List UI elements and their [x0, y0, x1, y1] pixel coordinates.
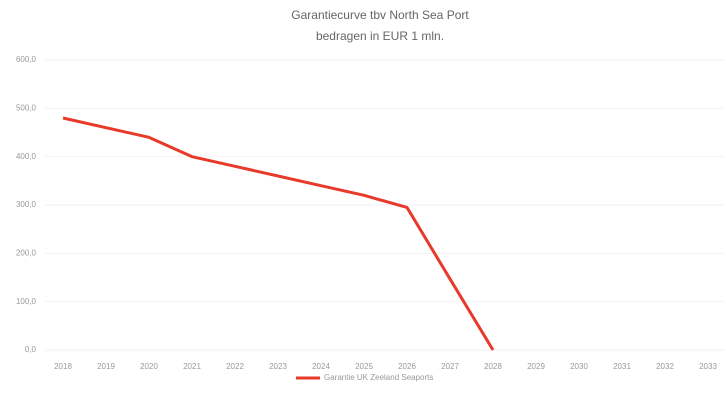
- y-tick-label: 600,0: [16, 55, 37, 64]
- x-tick-label: 2031: [613, 362, 631, 371]
- x-tick-label: 2033: [699, 362, 717, 371]
- y-tick-label: 100,0: [16, 297, 37, 306]
- legend-label: Garantie UK Zeeland Seaports: [324, 373, 433, 382]
- x-tick-label: 2032: [656, 362, 674, 371]
- x-tick-label: 2021: [183, 362, 201, 371]
- y-tick-label: 400,0: [16, 152, 37, 161]
- x-tick-label: 2023: [269, 362, 287, 371]
- x-tick-label: 2026: [398, 362, 416, 371]
- x-tick-label: 2030: [570, 362, 588, 371]
- chart-subtitle: bedragen in EUR 1 mln.: [316, 29, 444, 43]
- x-tick-label: 2020: [140, 362, 158, 371]
- x-tick-label: 2029: [527, 362, 545, 371]
- y-tick-label: 200,0: [16, 248, 37, 257]
- x-tick-label: 2028: [484, 362, 502, 371]
- chart-title: Garantiecurve tbv North Sea Port: [291, 8, 469, 22]
- x-tick-label: 2027: [441, 362, 459, 371]
- x-tick-label: 2018: [54, 362, 72, 371]
- x-tick-label: 2022: [226, 362, 244, 371]
- y-tick-label: 0,0: [25, 345, 37, 354]
- line-series: [62, 116, 495, 351]
- y-tick-label: 500,0: [16, 103, 37, 112]
- x-tick-label: 2024: [312, 362, 330, 371]
- y-tick-label: 300,0: [16, 200, 37, 209]
- x-tick-label: 2019: [97, 362, 115, 371]
- x-tick-label: 2025: [355, 362, 373, 371]
